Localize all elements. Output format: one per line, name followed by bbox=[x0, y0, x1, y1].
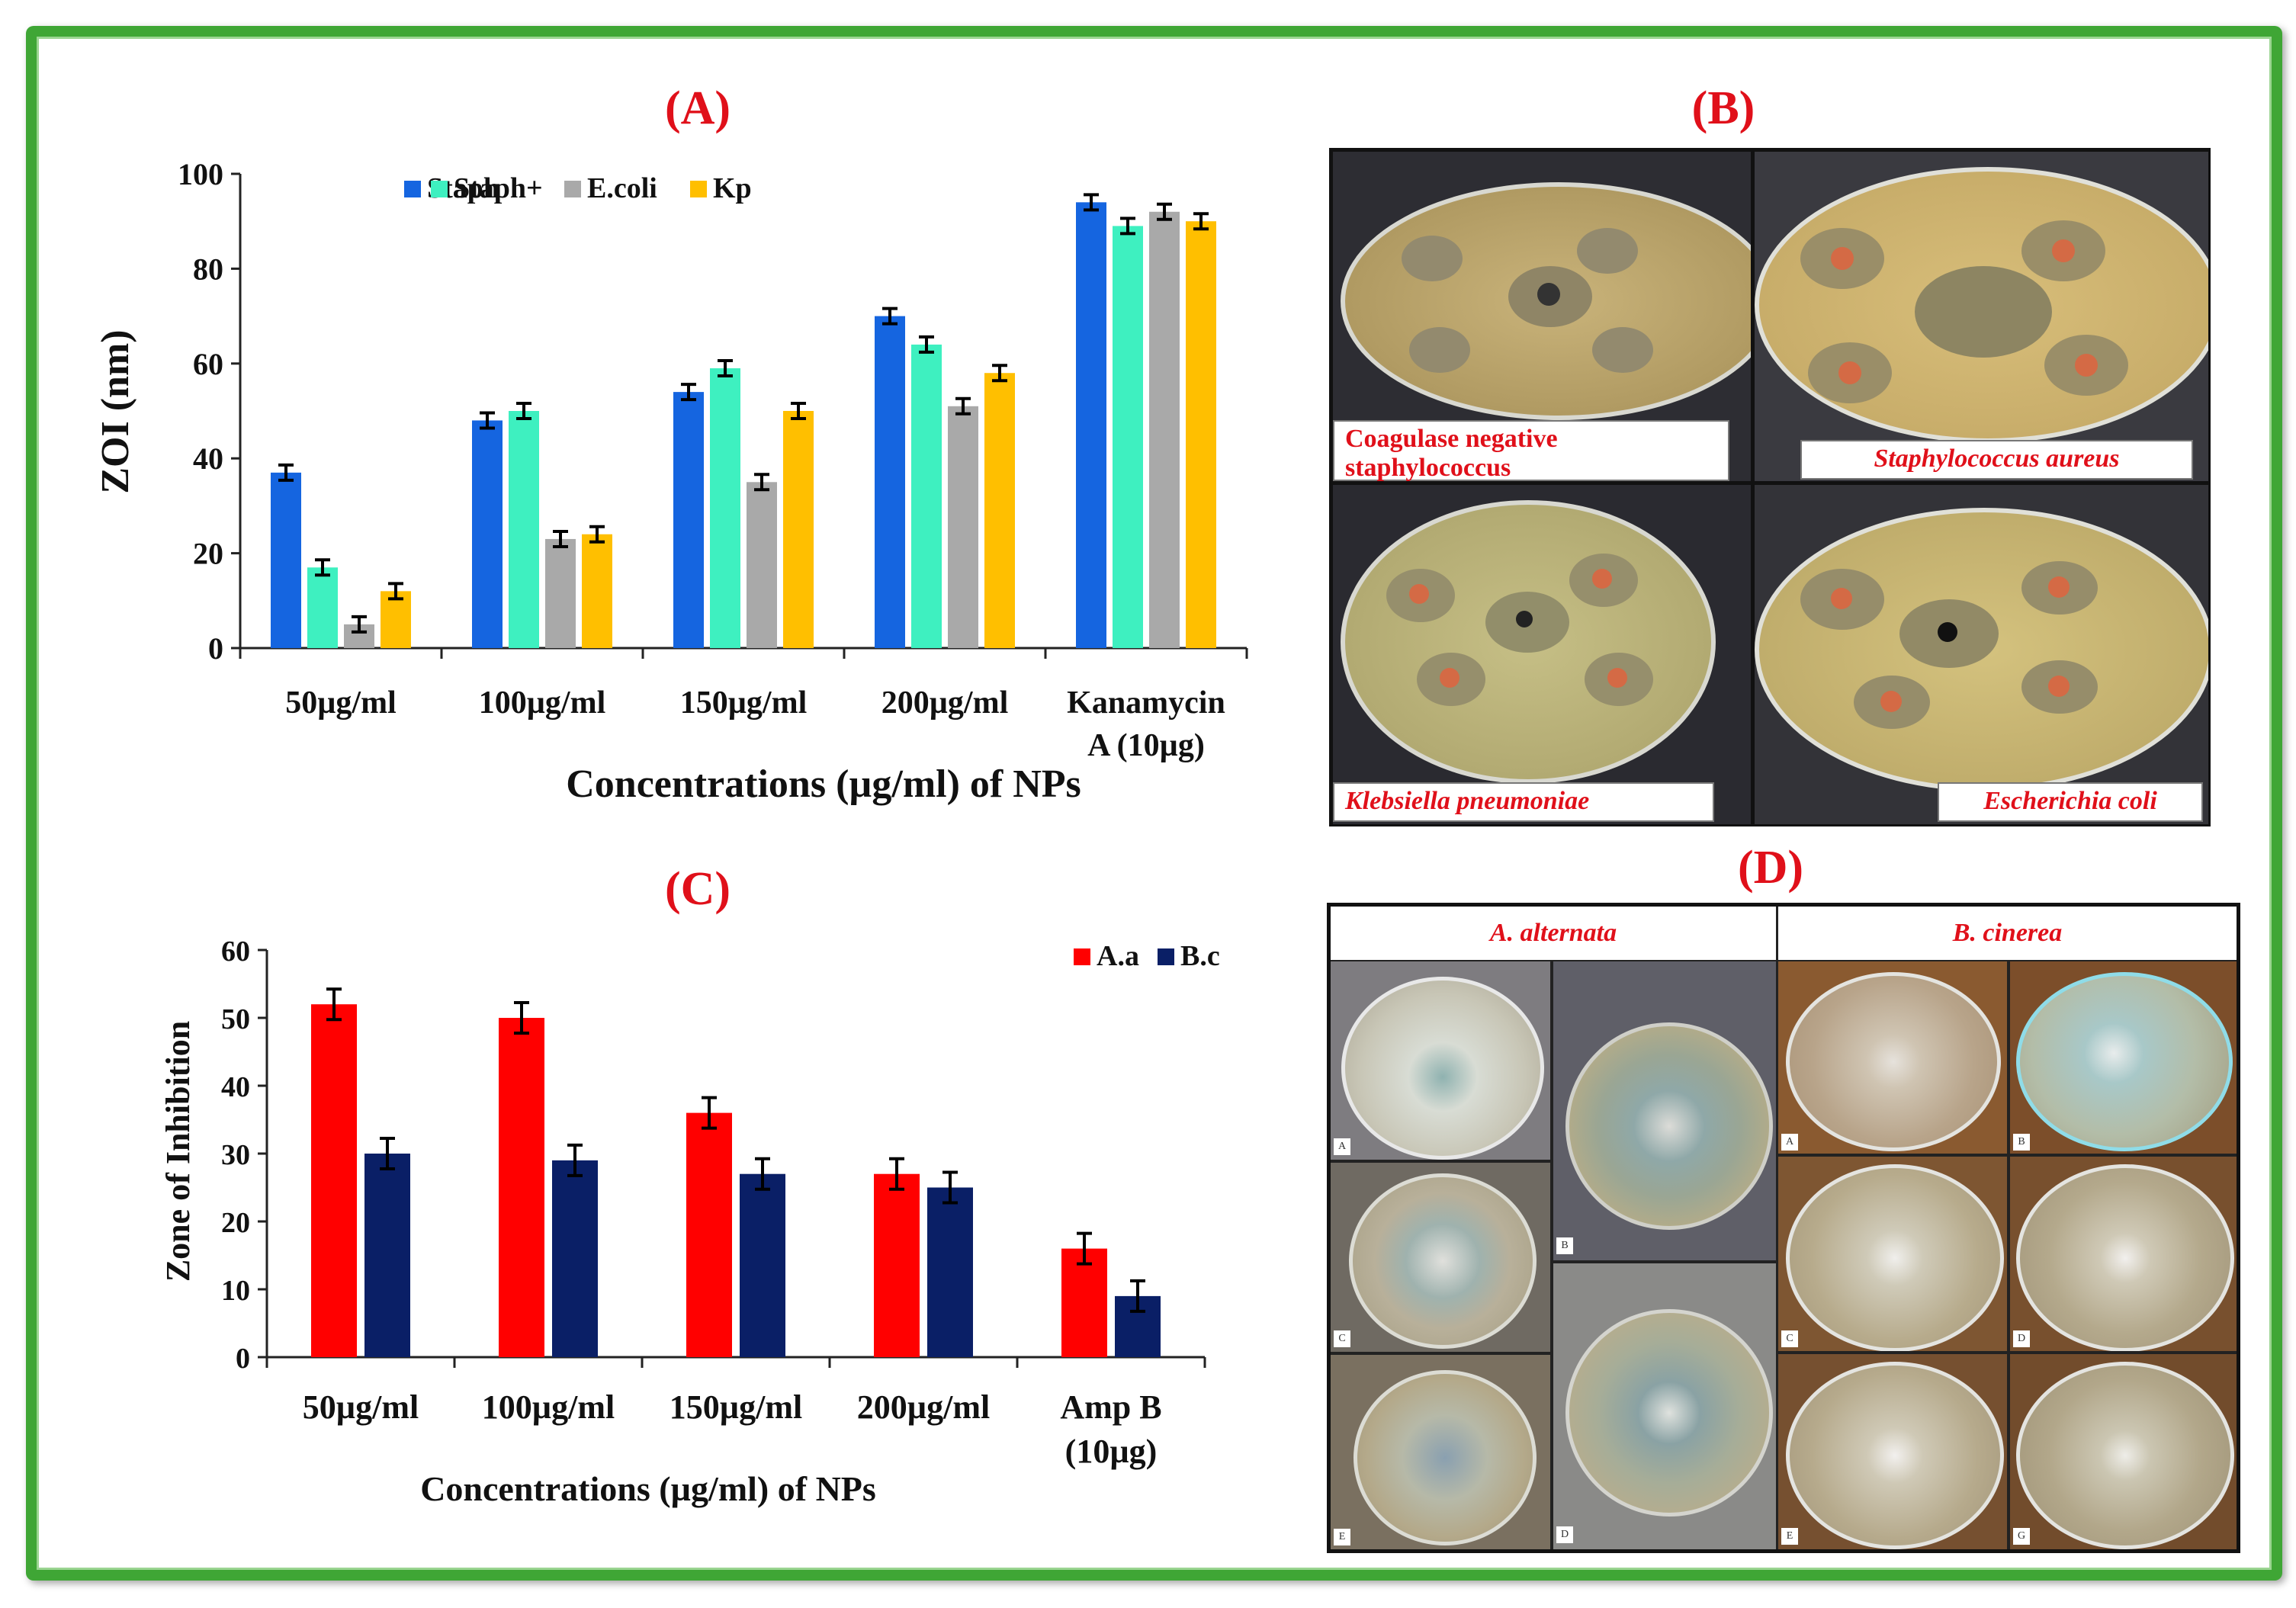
y-tick-label: 0 bbox=[208, 631, 223, 666]
aa-plate-a: A bbox=[1331, 961, 1550, 1160]
bar-b-c-50-g-ml bbox=[364, 1154, 410, 1357]
panel-b-photos: Coagulase negative staphylococcus Staphy… bbox=[1329, 148, 2211, 826]
y-tick-label: 50 bbox=[221, 1003, 250, 1035]
legend-label-b-c: B.c bbox=[1180, 940, 1220, 972]
x-tick-label: 100µg/ml bbox=[482, 1388, 615, 1426]
legend-swatch-kp bbox=[690, 181, 707, 197]
legend-label-kp: Kp bbox=[713, 172, 752, 204]
bc-plate-b: B bbox=[2010, 961, 2237, 1154]
y-tick-label: 20 bbox=[193, 537, 223, 571]
y-tick-label: 30 bbox=[221, 1139, 250, 1171]
y-tick-label: 60 bbox=[193, 347, 223, 381]
y-axis-title: ZOI (nm) bbox=[94, 329, 137, 493]
bar-kp-100-g-ml bbox=[582, 534, 612, 648]
aa-plate-d: D bbox=[1553, 1263, 1776, 1549]
x-tick-label: A (10µg) bbox=[1087, 728, 1205, 763]
bar-kp-kanamycin-a-10-g bbox=[1186, 221, 1216, 648]
legend-label-a-a: A.a bbox=[1097, 940, 1139, 972]
label-kpneumoniae: Klebsiella pneumoniae bbox=[1333, 782, 1714, 822]
bar-e-coli-100-g-ml bbox=[545, 538, 576, 648]
bar-staph-100-g-ml bbox=[472, 420, 503, 648]
bc-plate-d: D bbox=[2010, 1157, 2237, 1351]
header-b-cinerea: B. cinerea bbox=[1778, 907, 2237, 960]
bar-b-c-150-g-ml bbox=[740, 1173, 785, 1357]
legend-label-e-coli: E.coli bbox=[587, 172, 657, 204]
label-cns: Coagulase negative staphylococcus bbox=[1333, 420, 1729, 481]
y-tick-label: 60 bbox=[221, 936, 250, 968]
chart-c: 0 10 20 30 40 50 60 50µg/ml 100µg/ml 150µg/ml 200µ… bbox=[159, 936, 1220, 1508]
bar-staph-200-g-ml bbox=[875, 316, 905, 648]
bar-e-coli-150-g-ml bbox=[747, 482, 777, 648]
x-tick-label: Kanamycin bbox=[1067, 685, 1225, 721]
aa-plate-b: B bbox=[1553, 961, 1776, 1260]
bar-b-c-100-g-ml bbox=[552, 1160, 598, 1357]
bar-a-a-100-g-ml bbox=[499, 1018, 544, 1357]
bar-a-a-amp-b-10-g bbox=[1061, 1248, 1107, 1357]
panel-d-photos: A. alternata B. cinerea A C E B D A C E … bbox=[1327, 903, 2240, 1553]
bar-staph-200-g-ml bbox=[911, 344, 942, 648]
aa-plate-c: C bbox=[1331, 1163, 1550, 1352]
legend-swatch-e-coli bbox=[564, 181, 581, 197]
x-axis-title: Concentrations (µg/ml) of NPs bbox=[420, 1469, 876, 1508]
bar-kp-200-g-ml bbox=[984, 373, 1015, 648]
aa-plate-e: E bbox=[1331, 1355, 1550, 1549]
bar-kp-50-g-ml bbox=[381, 591, 411, 648]
y-tick-label: 80 bbox=[193, 252, 223, 286]
x-tick-label: Amp B bbox=[1060, 1388, 1161, 1426]
bar-kp-150-g-ml bbox=[783, 411, 814, 648]
bar-staph-150-g-ml bbox=[710, 368, 740, 648]
bar-a-a-50-g-ml bbox=[311, 1004, 357, 1357]
bar-b-c-200-g-ml bbox=[927, 1187, 973, 1357]
y-tick-label: 0 bbox=[236, 1343, 250, 1375]
x-tick-label: 50µg/ml bbox=[303, 1388, 419, 1426]
legend-swatch-staph bbox=[431, 181, 448, 197]
plate-photo-cns: Coagulase negative staphylococcus bbox=[1333, 152, 1751, 481]
bar-staph-100-g-ml bbox=[509, 411, 539, 648]
bar-staph-50-g-ml bbox=[271, 472, 301, 648]
bar-staph-50-g-ml bbox=[307, 567, 338, 648]
x-tick-label: 150µg/ml bbox=[680, 685, 808, 721]
y-tick-label: 100 bbox=[178, 157, 223, 191]
y-tick-label: 20 bbox=[221, 1207, 250, 1239]
bar-a-a-200-g-ml bbox=[874, 1173, 920, 1357]
plate-photo-ecoli: Escherichia coli bbox=[1755, 485, 2208, 824]
plate-photo-kpneumoniae: Klebsiella pneumoniae bbox=[1333, 485, 1751, 824]
y-tick-label: 10 bbox=[221, 1275, 250, 1307]
x-tick-label: 50µg/ml bbox=[285, 685, 397, 721]
bar-e-coli-200-g-ml bbox=[948, 406, 978, 648]
y-tick-label: 40 bbox=[221, 1071, 250, 1103]
bc-plate-a: A bbox=[1778, 961, 2007, 1154]
x-axis-title: Concentrations (µg/ml) of NPs bbox=[566, 762, 1081, 806]
bc-plate-c: C bbox=[1778, 1157, 2007, 1351]
x-tick-label: 100µg/ml bbox=[479, 685, 606, 721]
x-tick-label: (10µg) bbox=[1065, 1433, 1158, 1470]
bar-e-coli-kanamycin-a-10-g bbox=[1149, 211, 1180, 648]
header-a-alternata: A. alternata bbox=[1331, 907, 1776, 960]
bar-staph-kanamycin-a-10-g bbox=[1076, 202, 1106, 648]
bar-a-a-150-g-ml bbox=[686, 1112, 732, 1357]
bar-staph-150-g-ml bbox=[673, 392, 704, 648]
chart-a: 0 20 40 60 80 100 50µg/ml 100µg/ml 150µg/ml 200µg… bbox=[94, 157, 1248, 806]
bc-plate-f: G bbox=[2010, 1354, 2237, 1549]
x-tick-label: 200µg/ml bbox=[881, 685, 1009, 721]
legend-swatch-a-a bbox=[1074, 948, 1090, 965]
label-ecoli: Escherichia coli bbox=[1938, 782, 2203, 822]
legend-label-staph: Staph+ bbox=[454, 172, 543, 204]
label-saureus: Staphylococcus aureus bbox=[1800, 440, 2193, 480]
legend-swatch-staph bbox=[404, 181, 421, 197]
y-tick-label: 40 bbox=[193, 441, 223, 476]
y-axis-title: Zone of Inhibition bbox=[159, 1021, 197, 1282]
x-tick-label: 150µg/ml bbox=[670, 1388, 802, 1426]
x-tick-label: 200µg/ml bbox=[857, 1388, 990, 1426]
bc-plate-e: E bbox=[1778, 1354, 2007, 1549]
bar-staph-kanamycin-a-10-g bbox=[1113, 226, 1143, 648]
plate-photo-saureus: Staphylococcus aureus bbox=[1755, 152, 2208, 481]
legend-swatch-b-c bbox=[1158, 948, 1174, 965]
